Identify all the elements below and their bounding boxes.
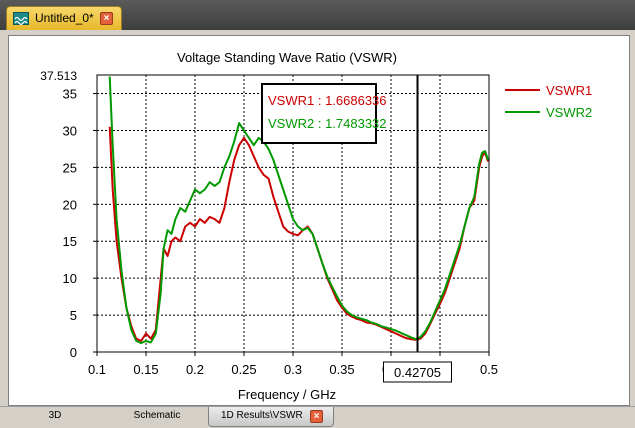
tab-title: Untitled_0* bbox=[35, 11, 94, 25]
series-line-vswr2 bbox=[108, 76, 489, 345]
y-tick-label: 35 bbox=[63, 87, 77, 102]
y-tick-label: 20 bbox=[63, 197, 77, 212]
tab-schematic[interactable]: Schematic bbox=[118, 407, 196, 427]
y-tick-label: 5 bbox=[70, 308, 77, 323]
legend-label: VSWR2 bbox=[546, 105, 592, 120]
x-tick-label: 0.15 bbox=[133, 362, 158, 377]
y-max-label: 37.513 bbox=[40, 69, 77, 83]
readout-vswr1: VSWR1 : 1.6686336 bbox=[268, 93, 387, 108]
y-tick-label: 30 bbox=[63, 123, 77, 138]
legend-label: VSWR1 bbox=[546, 83, 592, 98]
close-icon[interactable]: × bbox=[310, 410, 323, 423]
readout-vswr2: VSWR2 : 1.7483332 bbox=[268, 116, 387, 131]
legend: VSWR1 VSWR2 bbox=[505, 83, 592, 120]
s-parameter-wave-icon bbox=[13, 12, 29, 26]
x-tick-label: 0.35 bbox=[329, 362, 354, 377]
y-tick-label: 15 bbox=[63, 234, 77, 249]
y-tick-label: 25 bbox=[63, 160, 77, 175]
series-layer bbox=[108, 76, 489, 345]
tab-untitled[interactable]: Untitled_0* × bbox=[6, 6, 122, 30]
x-tick-label: 0.25 bbox=[231, 362, 256, 377]
value-readout-box: VSWR1 : 1.6686336 VSWR2 : 1.7483332 bbox=[261, 83, 387, 144]
x-tick-label: 0.2 bbox=[186, 362, 204, 377]
marker-x-label: 0.42705 bbox=[394, 365, 441, 380]
tab-3d-label: 3D bbox=[48, 410, 62, 421]
tab-results-label: 1D Results\VSWR bbox=[221, 410, 303, 421]
plot-frame bbox=[96, 74, 490, 353]
tab-1d-results-vswr[interactable]: 1D Results\VSWR × bbox=[208, 407, 334, 427]
tab-schematic-label: Schematic bbox=[133, 410, 181, 421]
document-tab-bar: Untitled_0* × bbox=[0, 0, 635, 30]
marker-x-badge[interactable]: 0.42705 bbox=[383, 361, 453, 383]
x-axis-label: Frequency / GHz bbox=[238, 387, 336, 402]
tab-3d[interactable]: 3D bbox=[30, 407, 80, 427]
x-tick-label: 0.1 bbox=[88, 362, 106, 377]
x-tick-label: 0.5 bbox=[480, 362, 498, 377]
y-tick-label: 0 bbox=[70, 345, 77, 360]
view-tab-bar: 3D Schematic 1D Results\VSWR × bbox=[0, 406, 635, 428]
y-tick-label: 10 bbox=[63, 271, 77, 286]
close-icon[interactable]: × bbox=[100, 12, 113, 25]
chart-title: Voltage Standing Wave Ratio (VSWR) bbox=[177, 50, 397, 65]
x-tick-label: 0.3 bbox=[284, 362, 302, 377]
